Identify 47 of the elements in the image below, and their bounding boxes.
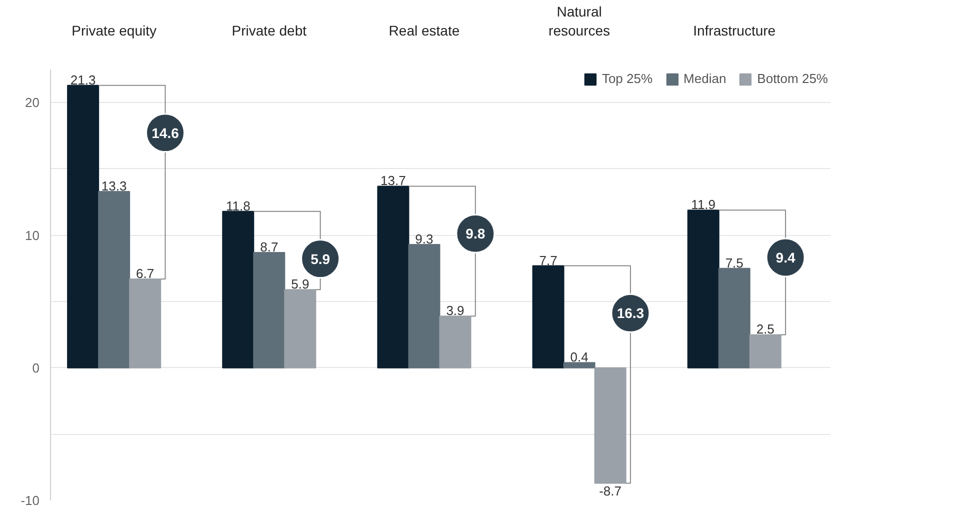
- bar: [687, 210, 720, 368]
- x-tick-label: Real estate: [388, 22, 460, 38]
- x-tick-label: Natural resources: [548, 3, 610, 38]
- annotation: 9.8: [466, 226, 486, 242]
- y-tick-label: 10: [25, 228, 40, 243]
- x-tick-label: Private debt: [232, 22, 307, 38]
- bar: [253, 252, 286, 368]
- bar: [129, 278, 162, 368]
- data-label: 7.5: [725, 255, 744, 270]
- bar: [718, 268, 750, 368]
- data-label: 8.7: [260, 240, 278, 255]
- data-label: 2.5: [756, 322, 774, 337]
- data-label: 5.9: [291, 276, 310, 292]
- data-label: 13.7: [380, 173, 406, 188]
- data-label: -8.7: [599, 483, 622, 498]
- data-label: 3.9: [446, 303, 464, 318]
- y-tick-label: 20: [25, 95, 40, 110]
- bar: [222, 210, 254, 368]
- bar: [67, 84, 100, 368]
- bar: [377, 186, 410, 368]
- data-label: 11.8: [226, 198, 250, 214]
- x-tick-label: Private equity: [72, 22, 156, 38]
- legend-label: Bottom 25%: [757, 71, 828, 86]
- legend-label: Median: [684, 71, 726, 86]
- bar: [532, 265, 564, 368]
- data-label: 13.3: [101, 178, 127, 194]
- data-label: 9.3: [415, 232, 434, 247]
- bar: [749, 334, 782, 368]
- bar: [408, 244, 440, 368]
- annotation: 5.9: [310, 250, 330, 267]
- bar: [594, 367, 626, 484]
- annotation: 14.6: [152, 124, 180, 141]
- y-tick-label: 0: [32, 360, 40, 376]
- x-tick-label: Infrastructure: [693, 22, 776, 38]
- data-label: 21.3: [70, 72, 96, 88]
- annotation: 9.4: [776, 249, 796, 266]
- bar: [284, 289, 316, 368]
- bar: [439, 316, 472, 368]
- bar: [563, 362, 596, 368]
- bar: [98, 191, 130, 368]
- y-tick-label: -10: [20, 493, 40, 508]
- legend-label: Top 25%: [602, 71, 653, 86]
- annotation: 16.3: [616, 305, 644, 322]
- data-label: 7.7: [539, 252, 558, 268]
- data-label: 11.9: [691, 197, 716, 212]
- data-label: 0.4: [570, 350, 588, 365]
- data-label: 6.7: [136, 266, 154, 282]
